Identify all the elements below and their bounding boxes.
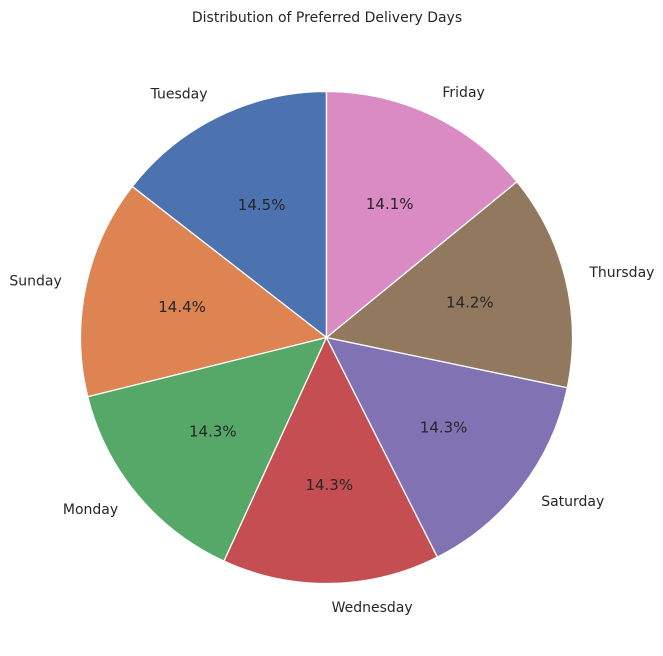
category-label-saturday: Saturday: [541, 494, 604, 510]
pie-slice-wednesday: [223, 336, 439, 585]
category-label-friday: Friday: [442, 85, 484, 101]
category-label-tuesday: Tuesday: [150, 86, 208, 102]
pie-slice-monday: [86, 336, 328, 562]
pie-slice-friday: [325, 90, 518, 339]
percent-label-thursday: 14.2%: [446, 293, 494, 311]
percent-label-sunday: 14.4%: [158, 298, 206, 316]
percent-label-tuesday: 14.5%: [238, 196, 286, 214]
pie-slices: [79, 90, 574, 585]
category-label-wednesday: Wednesday: [332, 600, 413, 616]
percent-label-wednesday: 14.3%: [305, 476, 353, 494]
percent-label-monday: 14.3%: [189, 423, 237, 441]
category-label-monday: Monday: [63, 502, 118, 518]
pie-slice-sunday: [79, 185, 328, 398]
pie-slice-saturday: [325, 336, 569, 558]
category-label-sunday: Sunday: [9, 273, 61, 289]
percent-labels: 14.5% 14.4% 14.3% 14.3% 14.3% 14.2% 14.1%: [158, 195, 493, 494]
pie-slice-tuesday: [131, 90, 328, 339]
percent-label-friday: 14.1%: [366, 195, 414, 213]
percent-label-saturday: 14.3%: [420, 418, 468, 436]
pie-slice-thursday: [325, 180, 574, 389]
category-label-thursday: Thursday: [588, 265, 654, 281]
chart-title: Distribution of Preferred Delivery Days: [192, 10, 462, 26]
category-labels: Tuesday Sunday Monday Wednesday Saturday Thur…: [9, 85, 654, 616]
